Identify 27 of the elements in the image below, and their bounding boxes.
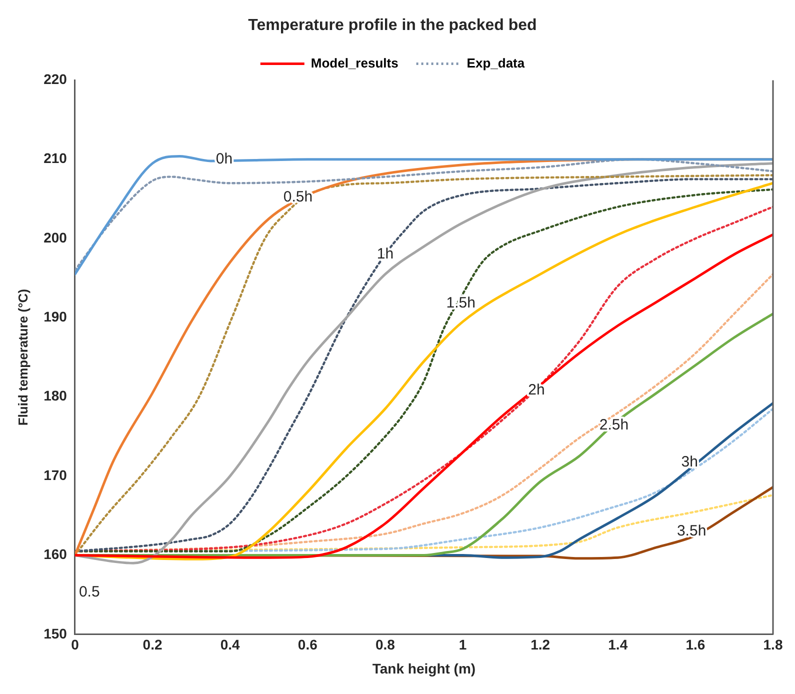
y-tick-label: 210 [44,150,68,166]
x-tick-label: 0.6 [298,636,318,653]
x-tick-label: 1.2 [530,636,550,653]
x-tick-label: 0.4 [220,636,240,653]
y-tick-label: 180 [44,388,68,404]
x-tick-label: 1.4 [608,636,628,653]
y-tick-label: 190 [44,308,68,325]
legend-label: Model_results [310,55,398,70]
x-tick-label: 0.8 [375,636,396,653]
x-axis-title: Tank height (m) [372,660,476,676]
y-tick-label: 150 [44,625,68,642]
x-tick-label: 1.8 [763,636,783,653]
x-tick-label: 0 [71,636,80,653]
annotation: 0.5 [78,584,100,601]
chart-title: Temperature profile in the packed bed [248,17,537,34]
x-tick-label: 1.6 [686,636,706,653]
y-tick-label: 220 [44,71,68,88]
y-axis-title: Fluid temperature (°C) [15,288,30,426]
x-tick-label: 0.2 [142,636,162,653]
x-tick-label: 1 [458,636,467,653]
annotation: 3.5h [676,522,706,540]
y-tick-label: 170 [44,466,68,483]
annotation: 1.5h [446,294,476,312]
legend-label: Exp_data [466,55,526,70]
annotation: 3h [681,454,698,471]
y-tick-label: 200 [44,229,68,246]
y-tick-label: 160 [44,546,68,562]
